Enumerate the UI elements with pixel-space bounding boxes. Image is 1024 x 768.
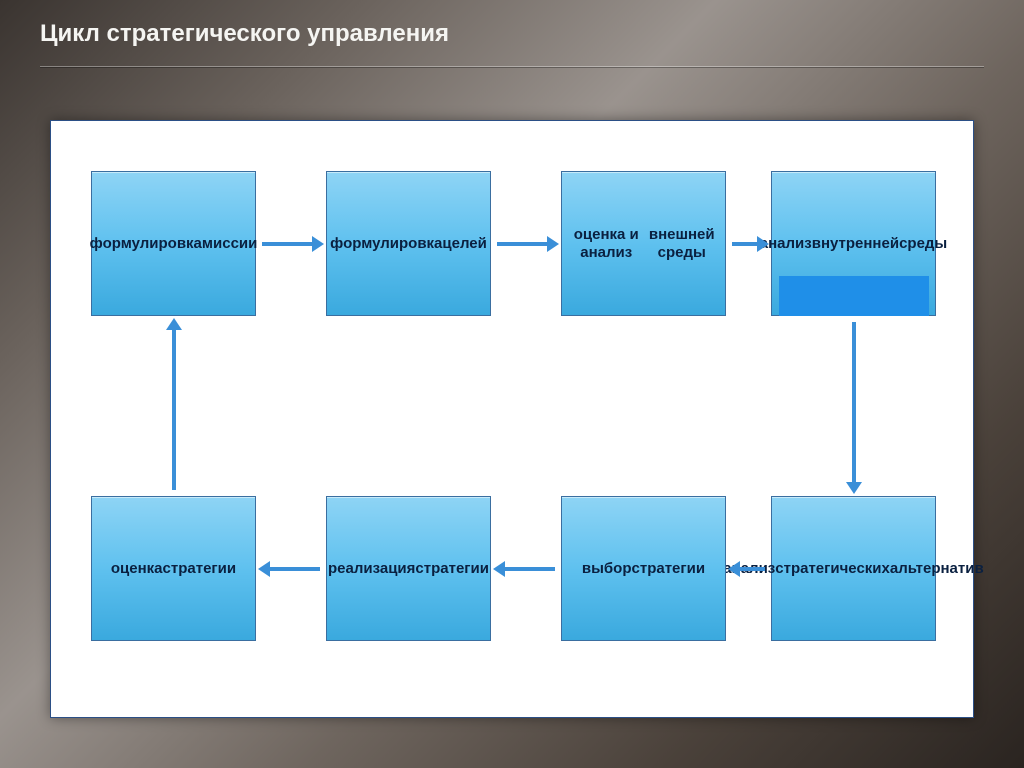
overlay-patch — [779, 276, 929, 316]
flow-arrow — [852, 322, 856, 484]
flow-node-impl: реализациястратегии — [326, 496, 491, 641]
flow-node-goals: формулировкацелей — [326, 171, 491, 316]
flow-node-external: оценка и анализвнешней среды — [561, 171, 726, 316]
flow-node-eval: оценкастратегии — [91, 496, 256, 641]
flow-node-choice: выборстратегии — [561, 496, 726, 641]
flow-arrow — [268, 567, 320, 571]
flow-arrow — [497, 242, 549, 246]
flow-node-alts: анализстратегическихальтернатив — [771, 496, 936, 641]
title-rule — [40, 66, 984, 68]
flow-arrow — [732, 242, 759, 246]
flow-layer: формулировкамиссии формулировкацелей оценк… — [51, 121, 973, 717]
flow-arrow — [262, 242, 314, 246]
flow-arrow — [738, 567, 765, 571]
diagram-panel: формулировкамиссии формулировкацелей оценк… — [50, 120, 974, 718]
slide: Цикл стратегического управления формулир… — [0, 0, 1024, 768]
slide-title: Цикл стратегического управления — [40, 20, 984, 48]
title-area: Цикл стратегического управления — [0, 0, 1024, 78]
flow-node-mission: формулировкамиссии — [91, 171, 256, 316]
flow-arrow — [172, 328, 176, 490]
flow-arrow — [503, 567, 555, 571]
